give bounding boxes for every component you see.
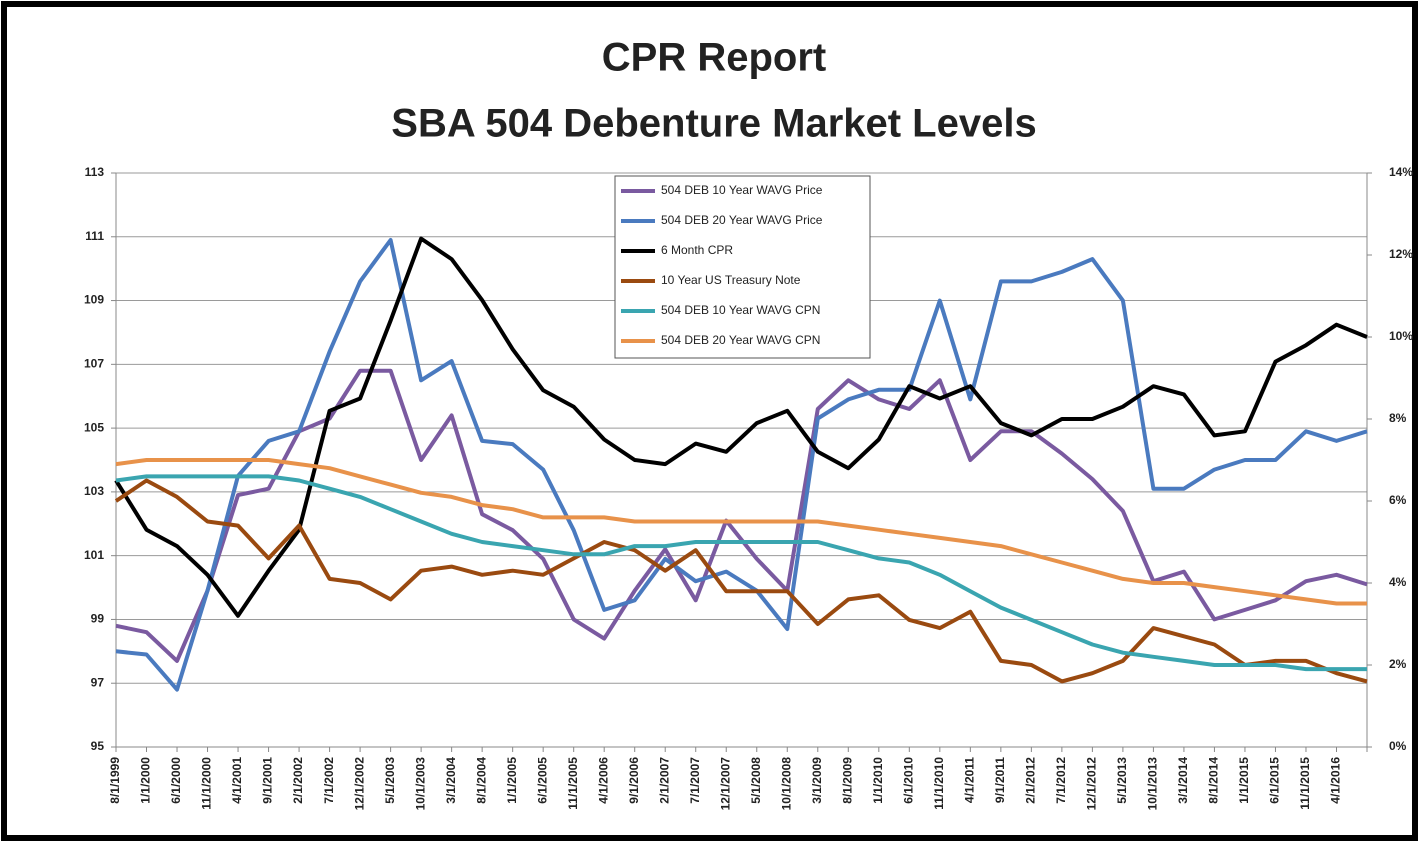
x-tick-label: 1/1/2005 — [505, 757, 519, 804]
legend-box — [614, 175, 871, 359]
x-tick-label: 12/1/2007 — [718, 757, 732, 811]
x-tick-label: 8/1/1999 — [108, 757, 122, 804]
y-tick-label: 97 — [91, 675, 105, 689]
y-tick-label: 113 — [85, 165, 105, 179]
y-tick-label: 111 — [85, 229, 104, 243]
x-tick-label: 9/1/2011 — [993, 757, 1007, 803]
x-tick-label: 3/1/2004 — [444, 757, 458, 804]
series-line — [115, 368, 1368, 663]
legend-label: 504 DEB 10 Year WAVG CPN — [661, 303, 820, 317]
x-tick-label: 7/1/2012 — [1054, 757, 1068, 804]
x-tick-label: 12/1/2002 — [352, 757, 366, 811]
chart-title: CPR Report — [602, 36, 826, 80]
x-tick-label: 9/1/2006 — [627, 757, 641, 804]
legend-label: 504 DEB 20 Year WAVG CPN — [661, 333, 820, 347]
series-line — [115, 238, 1368, 692]
x-tick-label: 2/1/2002 — [291, 757, 305, 804]
y-tick-label: 103 — [84, 484, 104, 498]
x-tick-label: 10/1/2003 — [413, 757, 427, 811]
x-tick-label: 1/1/2000 — [139, 757, 153, 804]
y2-tick-label: 6% — [1389, 493, 1407, 507]
x-tick-label: 1/1/2015 — [1237, 757, 1251, 804]
y-tick-label: 95 — [91, 739, 105, 753]
legend-label: 504 DEB 20 Year WAVG Price — [661, 213, 823, 227]
x-tick-label: 10/1/2013 — [1146, 757, 1160, 811]
x-tick-label: 4/1/2016 — [1329, 757, 1343, 804]
y2-tick-label: 12% — [1389, 247, 1413, 261]
x-tick-label: 7/1/2002 — [322, 757, 336, 804]
y2-tick-label: 0% — [1389, 739, 1407, 753]
x-tick-label: 6/1/2000 — [169, 757, 183, 804]
series-line — [114, 478, 1368, 684]
y-tick-label: 99 — [91, 612, 105, 626]
x-tick-label: 1/1/2010 — [871, 757, 885, 804]
x-tick-label: 6/1/2015 — [1268, 757, 1282, 804]
x-tick-label: 11/1/2000 — [200, 757, 214, 810]
legend-label: 6 Month CPR — [661, 243, 733, 257]
x-tick-label: 12/1/2012 — [1085, 757, 1099, 811]
x-tick-label: 4/1/2011 — [963, 757, 977, 803]
y2-tick-label: 14% — [1389, 165, 1413, 179]
x-tick-label: 3/1/2009 — [810, 757, 824, 804]
x-tick-label: 9/1/2001 — [261, 757, 275, 804]
x-tick-label: 4/1/2006 — [596, 757, 610, 804]
x-tick-label: 11/1/2010 — [932, 757, 946, 810]
x-tick-label: 7/1/2007 — [688, 757, 702, 804]
x-tick-label: 11/1/2005 — [566, 757, 580, 810]
x-tick-label: 8/1/2009 — [840, 757, 854, 804]
series-line — [115, 458, 1367, 606]
y2-tick-label: 8% — [1389, 411, 1407, 425]
y-tick-label: 101 — [84, 548, 104, 562]
y2-tick-label: 2% — [1389, 657, 1407, 671]
legend-label: 504 DEB 10 Year WAVG Price — [661, 183, 823, 197]
x-tick-label: 8/1/2004 — [474, 757, 488, 804]
chart-subtitle: SBA 504 Debenture Market Levels — [391, 102, 1036, 146]
series-line — [114, 236, 1368, 618]
x-tick-label: 5/1/2003 — [383, 757, 397, 804]
x-tick-label: 5/1/2008 — [749, 757, 763, 804]
y-tick-label: 105 — [84, 420, 104, 434]
y-tick-label: 109 — [84, 293, 104, 307]
x-tick-label: 6/1/2005 — [535, 757, 549, 804]
x-tick-label: 5/1/2013 — [1115, 757, 1129, 804]
legend-label: 10 Year US Treasury Note — [661, 273, 801, 287]
x-tick-label: 6/1/2010 — [901, 757, 915, 804]
y-tick-label: 107 — [84, 357, 104, 371]
x-tick-label: 2/1/2007 — [657, 757, 671, 804]
y2-tick-label: 4% — [1389, 575, 1407, 589]
x-tick-label: 8/1/2014 — [1207, 757, 1221, 804]
series-line — [115, 474, 1367, 672]
x-tick-label: 2/1/2012 — [1024, 757, 1038, 804]
x-tick-label: 3/1/2014 — [1176, 757, 1190, 804]
y2-tick-label: 10% — [1389, 329, 1413, 343]
x-tick-label: 10/1/2008 — [779, 757, 793, 811]
x-tick-label: 4/1/2001 — [230, 757, 244, 804]
x-tick-label: 11/1/2015 — [1298, 757, 1312, 810]
